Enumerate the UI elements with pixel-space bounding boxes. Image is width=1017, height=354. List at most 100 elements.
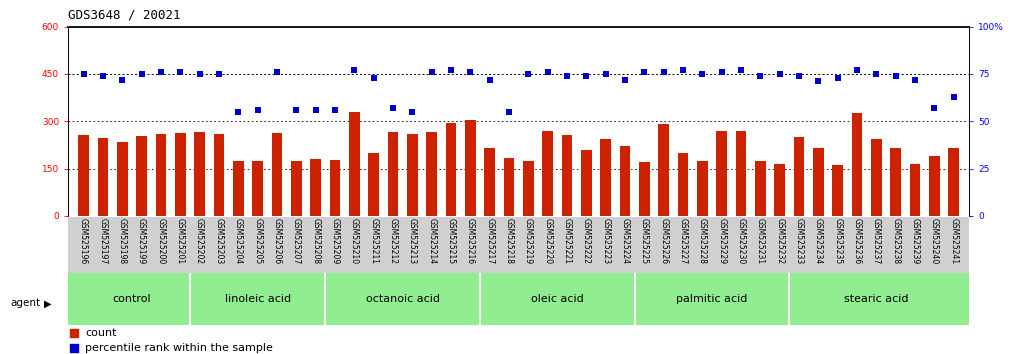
Bar [445, 123, 457, 216]
Bar [387, 132, 399, 216]
Bar [194, 132, 205, 216]
Point [811, 79, 827, 84]
Text: GSM525234: GSM525234 [814, 218, 823, 264]
Text: GSM525211: GSM525211 [369, 218, 378, 264]
Point [230, 109, 246, 115]
Text: control: control [113, 293, 152, 304]
Bar [561, 136, 573, 216]
Bar [600, 139, 611, 216]
Point [384, 105, 401, 111]
Text: stearic acid: stearic acid [844, 293, 908, 304]
Text: GSM525224: GSM525224 [620, 218, 630, 264]
Text: palmitic acid: palmitic acid [676, 293, 747, 304]
Point [656, 69, 672, 75]
Text: GSM525220: GSM525220 [543, 218, 552, 264]
Bar [639, 162, 650, 216]
Point [462, 69, 478, 75]
Point [559, 73, 576, 79]
Point [365, 75, 381, 80]
Text: GSM525203: GSM525203 [215, 218, 224, 264]
Text: GSM525230: GSM525230 [736, 218, 745, 264]
Bar [426, 132, 437, 216]
Text: GSM525208: GSM525208 [311, 218, 320, 264]
Point [307, 107, 323, 113]
Bar [658, 124, 669, 216]
Text: GSM525210: GSM525210 [350, 218, 359, 264]
Bar [117, 142, 127, 216]
Text: GSM525206: GSM525206 [273, 218, 282, 264]
Text: GSM525216: GSM525216 [466, 218, 475, 264]
Point [830, 75, 846, 80]
Point [500, 109, 517, 115]
Point [598, 71, 614, 77]
Point [579, 73, 595, 79]
Bar [832, 165, 843, 216]
Bar [542, 131, 553, 216]
Text: GSM525223: GSM525223 [601, 218, 610, 264]
Point [521, 71, 537, 77]
Text: GSM525201: GSM525201 [176, 218, 185, 264]
Bar [930, 156, 940, 216]
Point [791, 73, 807, 79]
Text: GSM525227: GSM525227 [678, 218, 687, 264]
Text: GSM525199: GSM525199 [137, 218, 146, 264]
Bar [214, 134, 225, 216]
Bar [755, 161, 766, 216]
Point [617, 77, 634, 82]
Text: GSM525235: GSM525235 [833, 218, 842, 264]
Point [695, 71, 711, 77]
Bar [175, 133, 186, 216]
Point [172, 69, 188, 75]
Point [66, 330, 82, 336]
Bar [252, 161, 263, 216]
Text: GSM525225: GSM525225 [640, 218, 649, 264]
Bar [910, 164, 920, 216]
Bar [233, 161, 244, 216]
Text: GSM525231: GSM525231 [756, 218, 765, 264]
Point [114, 77, 130, 82]
Point [326, 107, 343, 113]
Text: GSM525226: GSM525226 [659, 218, 668, 264]
Point [211, 71, 227, 77]
Text: agent: agent [10, 298, 41, 308]
Text: GSM525215: GSM525215 [446, 218, 456, 264]
Point [66, 345, 82, 350]
Text: GSM525221: GSM525221 [562, 218, 572, 264]
Text: GSM525204: GSM525204 [234, 218, 243, 264]
Point [133, 71, 149, 77]
Bar [156, 134, 166, 216]
Point [288, 107, 304, 113]
Text: GSM525197: GSM525197 [99, 218, 108, 264]
Bar [78, 135, 88, 216]
Point [442, 67, 459, 73]
Bar [851, 113, 862, 216]
Text: GSM525228: GSM525228 [698, 218, 707, 264]
Point [675, 67, 692, 73]
Point [75, 71, 92, 77]
Point [714, 69, 730, 75]
Point [907, 77, 923, 82]
Point [926, 105, 943, 111]
Text: GSM525196: GSM525196 [79, 218, 88, 264]
Text: GSM525241: GSM525241 [949, 218, 958, 264]
Text: GSM525219: GSM525219 [524, 218, 533, 264]
Point [268, 69, 285, 75]
Bar [677, 153, 689, 216]
Point [249, 107, 265, 113]
Text: GSM525213: GSM525213 [408, 218, 417, 264]
Text: linoleic acid: linoleic acid [225, 293, 291, 304]
Text: GSM525198: GSM525198 [118, 218, 127, 264]
Text: GSM525214: GSM525214 [427, 218, 436, 264]
Point [733, 67, 750, 73]
Bar [484, 148, 495, 216]
Bar [98, 138, 108, 216]
Text: GSM525239: GSM525239 [910, 218, 919, 264]
Text: GSM525217: GSM525217 [485, 218, 494, 264]
Text: octanoic acid: octanoic acid [366, 293, 439, 304]
Bar [465, 120, 476, 216]
Bar [310, 159, 321, 216]
Bar [716, 131, 727, 216]
Point [637, 69, 653, 75]
Text: GSM525202: GSM525202 [195, 218, 204, 264]
Point [753, 73, 769, 79]
